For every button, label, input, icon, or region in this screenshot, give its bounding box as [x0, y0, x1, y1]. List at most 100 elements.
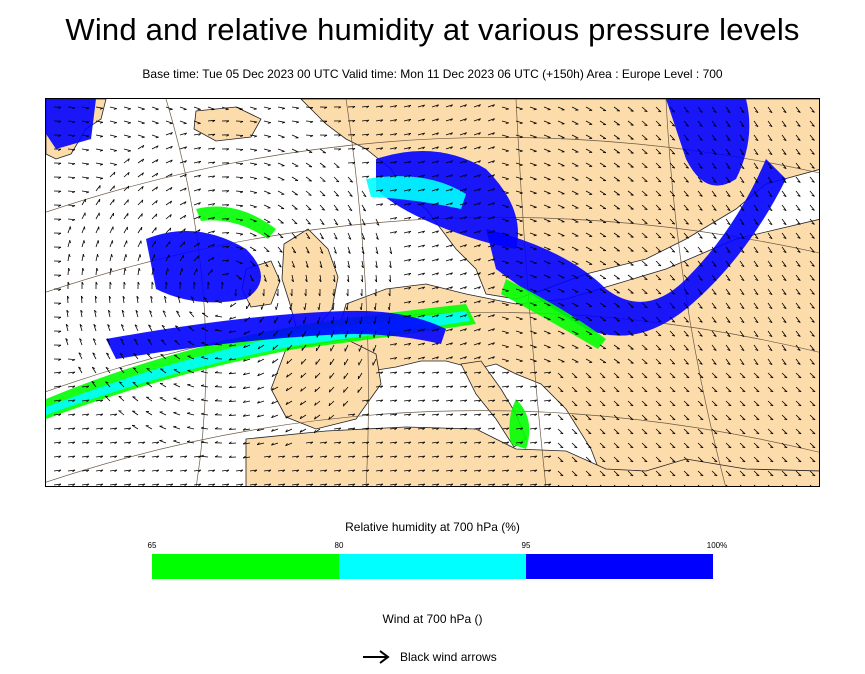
- wind-arrow-head: [170, 132, 173, 136]
- wind-arrow-head: [338, 427, 342, 431]
- wind-arrow-head: [347, 265, 350, 269]
- wind-arrow-head: [132, 396, 136, 398]
- wind-arrow-head: [672, 404, 676, 407]
- wind-arrow-head: [394, 119, 398, 122]
- wind-arrow-head: [727, 307, 731, 309]
- wind-arrow: [599, 260, 607, 266]
- wind-arrow-head: [285, 443, 288, 447]
- wind-arrow-head: [520, 385, 524, 389]
- wind-arrow: [118, 410, 125, 416]
- wind-arrow-head: [394, 217, 398, 220]
- wind-arrow: [333, 483, 341, 486]
- wind-arrow: [445, 455, 453, 458]
- wind-arrow-head: [294, 208, 298, 210]
- wind-arrow: [146, 368, 153, 374]
- wind-arrow-head: [197, 255, 199, 259]
- wind-arrow: [515, 427, 523, 430]
- legend-tick-65: 65: [147, 541, 157, 550]
- wind-arrow-head: [811, 222, 815, 225]
- wind-arrow: [753, 176, 759, 183]
- wind-arrow-head: [671, 334, 675, 337]
- wind-arrow-head: [242, 427, 246, 431]
- wind-arrow: [389, 399, 397, 402]
- wind-arrow-head: [436, 399, 440, 403]
- wind-arrow-head: [783, 363, 787, 365]
- wind-arrow: [515, 106, 523, 110]
- wind-arrow: [431, 244, 439, 248]
- wind-arrow: [346, 316, 349, 324]
- wind-arrow: [557, 106, 565, 111]
- wind-arrow-head: [366, 455, 370, 459]
- wind-arrow: [515, 288, 523, 292]
- wind-arrow-head: [756, 432, 760, 435]
- wind-arrow-head: [299, 415, 302, 419]
- wind-arrow-head: [342, 403, 345, 407]
- wind-arrow: [795, 204, 801, 211]
- wind-arrow: [571, 372, 578, 379]
- wind-arrow-head: [314, 375, 317, 379]
- arrow-right-icon: [363, 650, 390, 664]
- wind-arrow: [739, 288, 745, 295]
- wind-arrow-head: [755, 293, 759, 296]
- wind-arrow: [515, 344, 523, 348]
- wind-arrow-head: [268, 469, 272, 473]
- wind-arrow: [711, 358, 717, 365]
- wind-arrow-head: [226, 162, 230, 165]
- wind-arrow-head: [141, 186, 144, 190]
- wind-arrow-head: [226, 245, 230, 249]
- wind-arrow-head: [671, 292, 675, 295]
- wind-arrow-head: [492, 399, 496, 403]
- wind-arrow-head: [713, 194, 717, 197]
- wind-arrow-head: [741, 209, 745, 212]
- wind-arrow-head: [699, 250, 703, 253]
- wind-arrow-head: [560, 390, 564, 393]
- wind-arrow-head: [169, 108, 173, 111]
- wind-arrow: [305, 260, 309, 268]
- wind-arrow: [767, 428, 774, 435]
- wind-arrow: [459, 216, 467, 220]
- wind-arrow: [389, 441, 397, 444]
- wind-arrow: [249, 106, 257, 110]
- wind-arrow-head: [464, 272, 467, 276]
- wind-arrow: [319, 204, 325, 211]
- wind-arrow: [109, 199, 115, 206]
- wind-arrow-head: [257, 346, 260, 350]
- wind-arrow-head: [380, 189, 384, 193]
- wind-arrow: [235, 190, 244, 193]
- wind-arrow-head: [375, 265, 378, 269]
- wind-arrow-head: [66, 309, 70, 313]
- wind-arrow-head: [505, 276, 509, 278]
- wind-arrow-head: [811, 236, 815, 239]
- wind-arrow-head: [408, 216, 412, 220]
- wind-arrow-head: [713, 180, 717, 183]
- wind-arrow: [361, 161, 369, 164]
- wind-arrow: [543, 246, 551, 250]
- wind-arrow: [343, 372, 349, 380]
- wind-arrow-head: [644, 418, 648, 421]
- wind-arrow: [753, 302, 759, 309]
- wind-arrow: [655, 456, 662, 463]
- wind-arrow-head: [123, 281, 126, 285]
- wind-arrow: [229, 316, 237, 320]
- wind-arrow: [571, 456, 578, 463]
- wind-arrow: [795, 134, 801, 141]
- wind-arrow: [431, 300, 439, 304]
- wind-arrow-head: [574, 404, 578, 407]
- wind-arrow: [445, 427, 453, 430]
- wind-arrow-head: [253, 206, 257, 208]
- wind-arrow: [403, 244, 411, 248]
- wind-arrow-head: [80, 309, 83, 313]
- wind-arrow-head: [226, 176, 230, 179]
- wind-arrow: [571, 204, 579, 209]
- wind-arrow-head: [156, 483, 160, 486]
- wind-arrow: [641, 120, 648, 126]
- wind-arrow-head: [212, 203, 216, 206]
- wind-arrow-head: [366, 483, 370, 486]
- wind-arrow: [228, 400, 237, 402]
- wind-arrow-head: [176, 310, 180, 313]
- wind-arrow: [599, 204, 607, 210]
- wind-arrow: [641, 288, 648, 294]
- wind-arrow-head: [450, 356, 453, 360]
- wind-arrow: [207, 230, 215, 234]
- graticule-line: [345, 99, 369, 486]
